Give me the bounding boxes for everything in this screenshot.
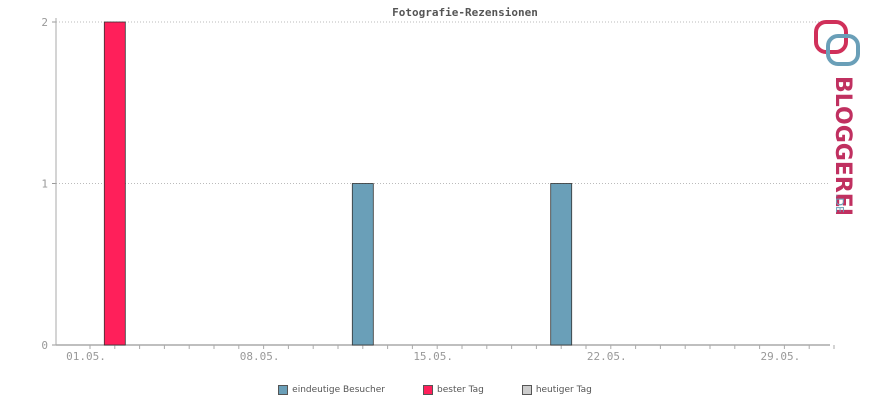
y-tick-labels: 0 1 2 <box>41 16 48 352</box>
bar <box>103 21 126 346</box>
legend-swatch <box>423 385 433 395</box>
legend-label: bester Tag <box>437 385 484 395</box>
legend-swatch <box>278 385 289 395</box>
y-tick-label: 2 <box>41 16 48 29</box>
bar <box>351 183 374 346</box>
legend-label: eindeutige Besucher <box>292 385 385 395</box>
legend-item: eindeutige Besucher <box>278 385 385 395</box>
x-tick-label: 15.05. <box>413 350 453 363</box>
x-tick-labels: 01.05. 08.05. 15.05. 22.05. 29.05. <box>66 350 800 363</box>
legend-item: heutiger Tag <box>521 385 592 395</box>
x-tick-label: 08.05. <box>240 350 280 363</box>
logo-text: BLOGGEREI <box>830 76 855 216</box>
grid-lines <box>56 21 830 184</box>
bar <box>550 183 573 346</box>
axes <box>52 18 835 349</box>
legend-item: bester Tag <box>423 385 484 395</box>
bloggerei-logo: BLOGGEREI .DE <box>812 18 868 218</box>
x-tick-label: 01.05. <box>66 350 106 363</box>
y-tick-label: 1 <box>41 178 48 191</box>
y-tick-label: 0 <box>41 339 48 352</box>
chart-title: Fotografie-Rezensionen <box>392 6 538 19</box>
bars <box>103 21 573 346</box>
legend-label: heutiger Tag <box>535 385 592 395</box>
logo-suffix: .DE <box>833 194 846 213</box>
chart-legend: eindeutige Besucher bester Tag heutiger Ta… <box>0 385 870 395</box>
legend-swatch <box>521 385 532 395</box>
x-tick-label: 29.05. <box>761 350 801 363</box>
x-tick-label: 22.05. <box>587 350 627 363</box>
logo-icon <box>814 20 860 66</box>
